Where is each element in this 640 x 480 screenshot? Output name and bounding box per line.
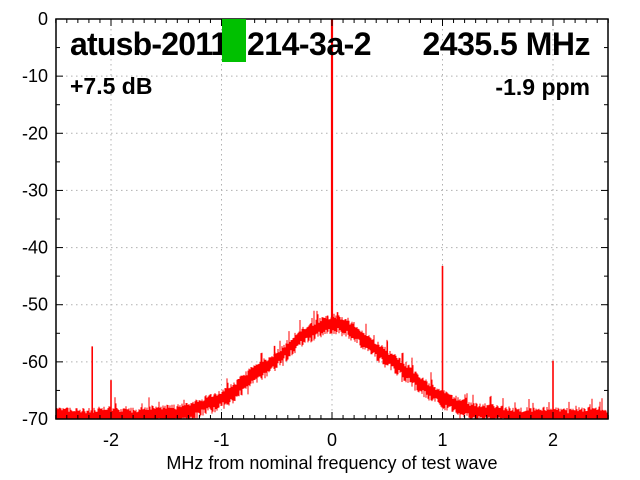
spectrum-trace — [56, 19, 608, 419]
x-tick-label: 1 — [437, 430, 447, 450]
y-tick-label: -20 — [22, 123, 48, 143]
y-tick-label: 0 — [38, 9, 48, 29]
x-tick-label: -1 — [213, 430, 229, 450]
x-tick-label: 0 — [327, 430, 337, 450]
plot-title-test-id: 214-3a-2 — [247, 26, 372, 62]
redaction-box — [222, 19, 246, 62]
y-tick-label: -30 — [22, 180, 48, 200]
x-tick-label: 2 — [548, 430, 558, 450]
y-tick-label: -70 — [22, 409, 48, 429]
y-tick-label: -60 — [22, 352, 48, 372]
y-tick-label: -40 — [22, 238, 48, 258]
y-tick-label: -50 — [22, 295, 48, 315]
tick-labels: 0-10-20-30-40-50-60-70-2 -1 0 1 2 — [22, 9, 558, 450]
plot-title-device: atusb-2011 — [70, 26, 228, 62]
x-tick-label: -2 — [103, 430, 119, 450]
y-tick-label: -10 — [22, 66, 48, 86]
x-axis-title: MHz from nominal frequency of test wave — [166, 453, 498, 473]
plot-title-frequency: 2435.5 MHz — [422, 26, 590, 62]
ppm-offset-label: -1.9 ppm — [495, 74, 590, 100]
plot-border-and-ticks — [55, 18, 609, 420]
gain-label: +7.5 dB — [70, 73, 153, 99]
